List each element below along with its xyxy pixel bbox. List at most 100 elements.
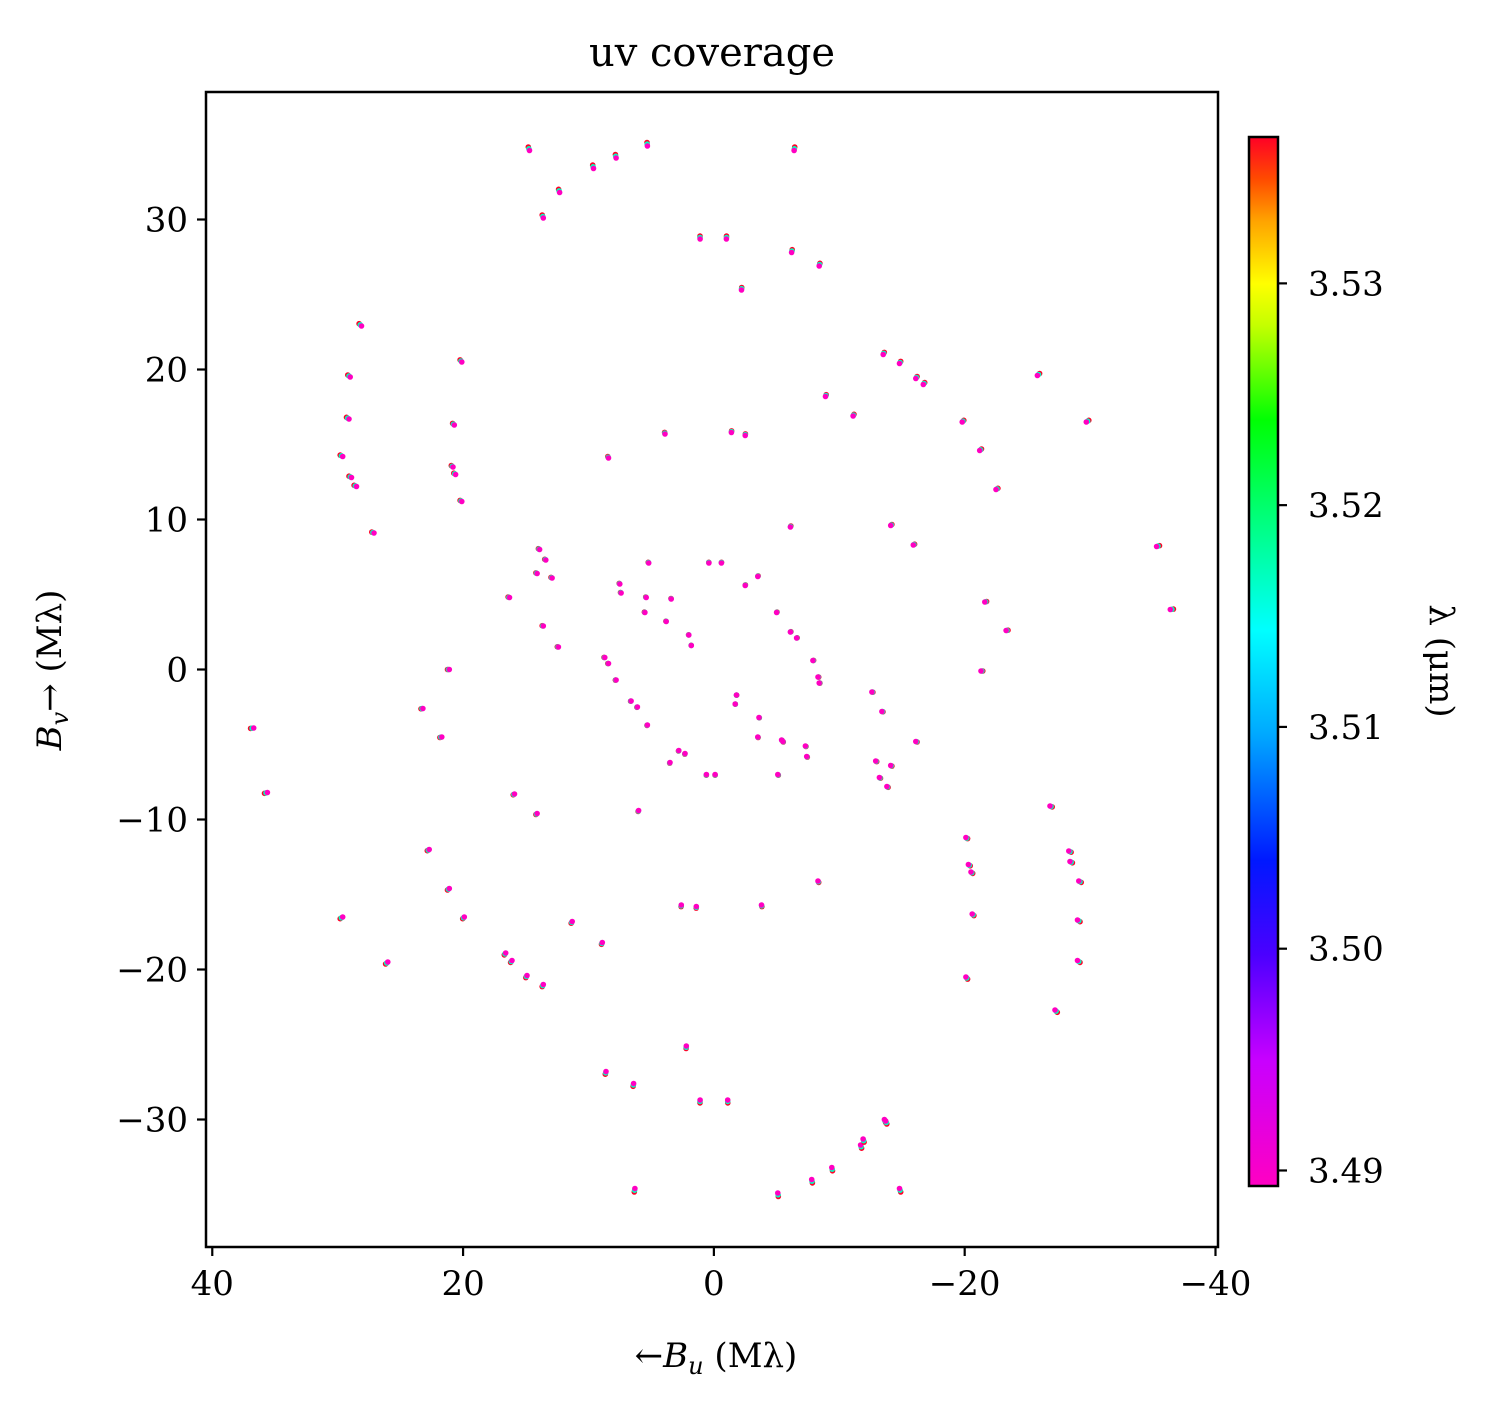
uv-point (787, 629, 794, 635)
uv-point (963, 834, 969, 841)
uv-point (693, 903, 700, 910)
uv-point (803, 753, 810, 760)
uv-point (555, 644, 562, 650)
y-tick-label: −10 (116, 801, 188, 841)
y-tick-label: 10 (145, 501, 188, 541)
uv-point (426, 846, 433, 853)
uv-point (446, 666, 453, 673)
uv-point (540, 215, 547, 221)
y-axis-label-arrow: → (30, 683, 70, 712)
uv-point (775, 771, 781, 778)
uv-point (452, 471, 459, 478)
uv-point (605, 660, 612, 667)
colorbar-ticks: 3.49 3.50 3.51 3.52 3.53 (1278, 264, 1384, 1191)
colorbar-tick-label: 3.51 (1308, 708, 1384, 748)
uv-point (569, 918, 575, 925)
uv-point (339, 453, 346, 460)
y-axis-label-subscript: v (46, 711, 74, 725)
scatter-points (247, 139, 1177, 1200)
uv-point (850, 413, 856, 419)
uv-point (756, 714, 762, 721)
uv-point (686, 632, 692, 638)
uv-point (678, 902, 685, 908)
uv-point (896, 360, 903, 367)
uv-point (920, 381, 927, 388)
uv-point (773, 609, 780, 616)
uv-point (879, 708, 885, 715)
uv-point (780, 738, 786, 745)
uv-point (959, 419, 965, 425)
uv-point (511, 791, 518, 797)
uv-point (884, 783, 890, 790)
uv-point (728, 429, 735, 436)
uv-point (822, 393, 829, 400)
uv-point (791, 147, 797, 154)
uv-point (617, 581, 623, 587)
uv-point (758, 902, 765, 908)
uv-point (788, 249, 795, 256)
uv-point (802, 743, 809, 749)
uv-point (540, 981, 547, 988)
uv-point (446, 885, 453, 892)
uv-point (793, 635, 800, 641)
y-tick-label: 20 (145, 351, 188, 391)
y-tick-label: 30 (145, 201, 188, 241)
uv-point (697, 1097, 703, 1103)
uv-point (815, 674, 821, 680)
uv-point (385, 959, 391, 965)
uv-point (880, 351, 886, 358)
uv-point (502, 950, 509, 956)
uv-point (459, 498, 465, 505)
uv-point (869, 689, 875, 695)
uv-point (643, 594, 649, 601)
uv-point (645, 560, 652, 566)
x-axis-label-symbol: B (662, 1336, 688, 1376)
uv-point (732, 701, 738, 707)
uv-point (602, 654, 608, 661)
uv-point (1067, 858, 1073, 865)
uv-point (724, 1097, 731, 1103)
y-tick-label: 0 (166, 651, 188, 691)
uv-point (644, 722, 651, 728)
uv-point (976, 447, 983, 454)
y-axis-ticks: −30 −20 −10 0 10 20 30 (116, 201, 206, 1141)
uv-point (1066, 848, 1072, 854)
uv-point (506, 594, 513, 601)
colorbar-label: λ (μm) (1421, 604, 1461, 717)
uv-point (543, 557, 549, 563)
uv-point (420, 705, 426, 712)
uv-point (1153, 543, 1160, 550)
uv-point (882, 1118, 889, 1124)
chart-title: uv coverage (589, 30, 835, 76)
uv-point (353, 483, 360, 490)
uv-point (872, 758, 879, 764)
uv-point (534, 570, 540, 577)
uv-point (738, 287, 745, 293)
uv-point (605, 455, 612, 461)
uv-point (775, 1190, 781, 1196)
uv-point (815, 878, 821, 884)
uv-point (630, 1080, 637, 1087)
uv-point (628, 698, 634, 704)
uv-point (524, 972, 530, 979)
uv-point (697, 236, 703, 242)
uv-point (451, 422, 458, 428)
uv-point (1034, 372, 1041, 379)
uv-point (1074, 917, 1081, 923)
uv-point (978, 668, 984, 674)
uv-point (613, 155, 619, 161)
colorbar-tick-label: 3.50 (1308, 930, 1384, 970)
uv-point (982, 599, 988, 605)
uv-point (816, 263, 822, 269)
uv-point (683, 1043, 690, 1049)
uv-point (682, 750, 688, 757)
uv-point (706, 560, 712, 566)
x-tick-label: 0 (703, 1264, 725, 1304)
uv-point (556, 189, 563, 196)
uv-point (1074, 957, 1081, 964)
uv-point (968, 869, 974, 875)
uv-point (634, 704, 641, 710)
uv-point (534, 810, 540, 817)
uv-point (876, 774, 883, 781)
